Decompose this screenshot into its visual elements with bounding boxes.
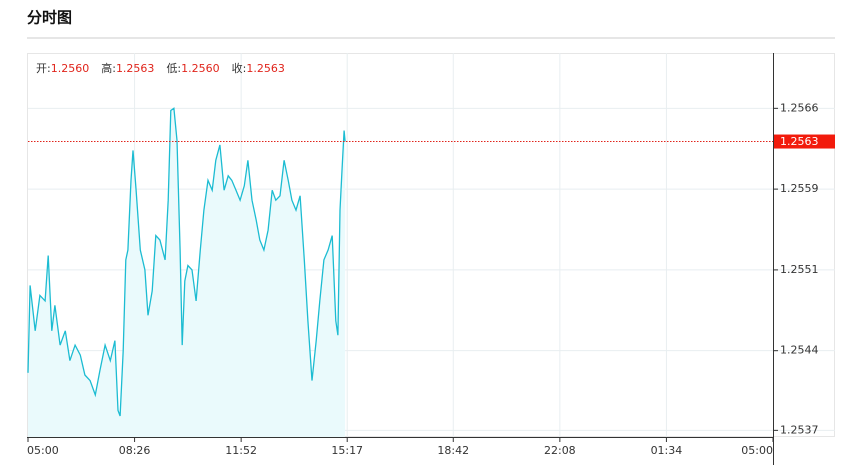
last-price-label: 1.2563 [780,135,819,148]
info-value: 1.2563 [246,62,285,75]
info-label: 收: [232,61,247,75]
info-value: 1.2560 [181,62,220,75]
page-title: 分时图 [27,9,72,27]
info-label: 低: [166,62,181,75]
y-tick-label: 1.2566 [780,101,819,114]
y-tick-label: 1.2559 [780,182,819,195]
price-line [27,107,346,417]
x-tick-label: 01:34 [651,444,683,457]
x-tick-label: 22:08 [544,444,576,457]
y-tick-label: 1.2544 [780,344,819,357]
info-value: 1.2563 [116,62,155,75]
x-tick-label: 11:52 [225,444,257,457]
plot [27,107,773,438]
chart-frame [27,53,835,437]
info-label: 高: [101,61,116,75]
y-tick-label: 1.2537 [780,423,819,436]
x-tick-label: 15:17 [331,444,363,457]
y-tick-label: 1.2551 [780,263,819,276]
labels: 开: 1.2560 高: 1.2563 低: 1.2560 收: 1.25631.25371.… [27,61,835,457]
x-tick-label: 05:00 [741,444,773,457]
x-tick-label: 18:42 [437,444,469,457]
last-price-tag [774,134,835,149]
x-tick-label: 08:26 [119,444,151,457]
info-value: 1.2560 [51,62,90,75]
info-label: 开: [36,62,51,75]
x-tick-label: 05:00 [27,444,59,457]
